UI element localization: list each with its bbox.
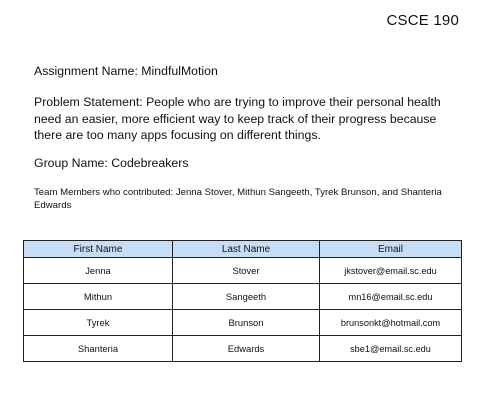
column-header-first-name: First Name	[23, 240, 173, 258]
last-name-cell: Stover	[172, 257, 320, 284]
first-name-cell: Shanteria	[23, 335, 173, 362]
last-name-cell: Edwards	[172, 335, 320, 362]
team-members: Team Members who contributed: Jenna Stov…	[34, 187, 442, 211]
email-cell: sbe1@email.sc.edu	[319, 335, 462, 362]
last-name-cell: Sangeeth	[172, 283, 320, 310]
email-cell: mn16@email.sc.edu	[319, 283, 462, 310]
group-name: Group Name: Codebreakers	[34, 156, 189, 170]
table-row: Tyrek Brunson brunsonkt@hotmail.com	[23, 309, 462, 336]
column-header-email: Email	[319, 240, 462, 258]
first-name-cell: Jenna	[23, 257, 173, 284]
email-cell: jkstover@email.sc.edu	[319, 257, 462, 284]
first-name-cell: Mithun	[23, 283, 173, 310]
assignment-name: Assignment Name: MindfulMotion	[34, 64, 218, 78]
first-name-cell: Tyrek	[23, 309, 173, 336]
email-cell: brunsonkt@hotmail.com	[319, 309, 462, 336]
table-row: Shanteria Edwards sbe1@email.sc.edu	[23, 335, 462, 362]
course-code: CSCE 190	[386, 12, 459, 29]
table-header-row: First Name Last Name Email	[23, 240, 462, 258]
problem-statement: Problem Statement: People who are trying…	[34, 95, 441, 142]
team-roster-table: First Name Last Name Email Jenna Stover …	[23, 240, 462, 362]
column-header-last-name: Last Name	[172, 240, 320, 258]
table-row: Jenna Stover jkstover@email.sc.edu	[23, 257, 462, 284]
table-row: Mithun Sangeeth mn16@email.sc.edu	[23, 283, 462, 310]
last-name-cell: Brunson	[172, 309, 320, 336]
